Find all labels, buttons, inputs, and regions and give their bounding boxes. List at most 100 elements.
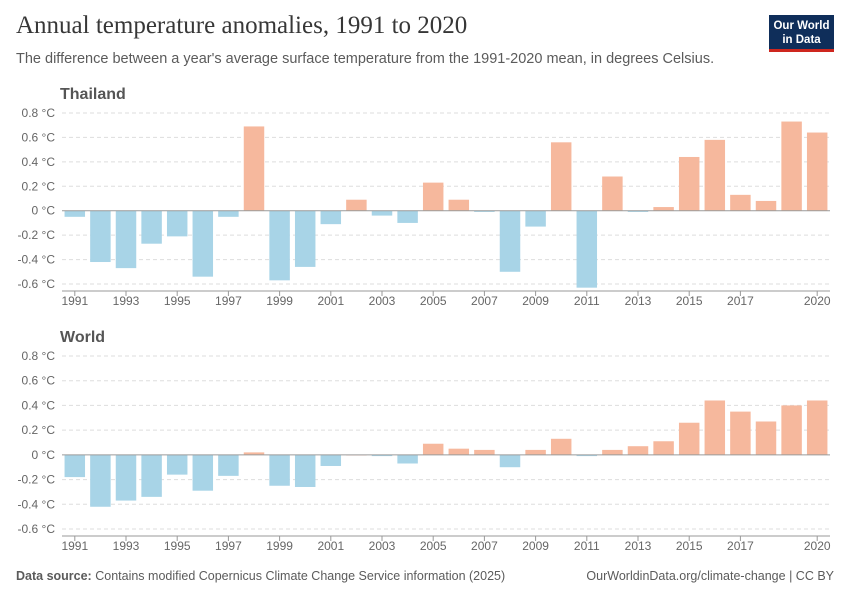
x-tick-label-thailand: 2007 <box>471 294 498 308</box>
x-tick-label-thailand: 2020 <box>804 294 831 308</box>
bar-world-2011 <box>576 454 598 457</box>
bar-world-2008 <box>499 454 521 468</box>
x-tick-label-world: 2011 <box>574 539 600 553</box>
x-tick-label-thailand: 2005 <box>420 294 447 308</box>
bar-thailand-2011 <box>576 210 598 288</box>
owid-logo[interactable]: Our World in Data <box>769 15 834 52</box>
y-tick-label-world: -0.2 °C <box>18 473 56 487</box>
y-tick-label-thailand: -0.4 °C <box>18 253 56 267</box>
x-tick-label-world: 2020 <box>804 539 831 553</box>
bar-thailand-2013 <box>627 210 649 212</box>
x-tick-label-world: 2017 <box>727 539 754 553</box>
bar-thailand-1999 <box>269 210 290 281</box>
bar-thailand-2016 <box>704 139 726 211</box>
bar-world-2014 <box>653 441 674 455</box>
bar-world-2015 <box>678 422 700 455</box>
x-tick-label-world: 2013 <box>625 539 652 553</box>
bar-thailand-2018 <box>755 200 777 211</box>
x-tick-label-thailand: 1991 <box>61 294 88 308</box>
bar-world-2010 <box>550 438 572 455</box>
bar-thailand-1991 <box>64 210 86 217</box>
y-tick-label-world: -0.6 °C <box>18 522 56 536</box>
y-tick-label-thailand: 0.2 °C <box>22 179 56 193</box>
y-tick-label-world: 0.6 °C <box>22 374 56 388</box>
y-tick-label-world: -0.4 °C <box>18 497 56 511</box>
bar-thailand-1995 <box>166 210 188 237</box>
bar-world-1993 <box>115 454 137 501</box>
bar-world-1999 <box>269 454 290 486</box>
bar-thailand-2008 <box>499 210 521 272</box>
y-tick-label-thailand: 0.6 °C <box>22 130 56 144</box>
logo-line-1: Our World <box>773 19 830 32</box>
x-tick-label-world: 2003 <box>369 539 396 553</box>
bar-thailand-2019 <box>781 121 802 211</box>
bar-thailand-2007 <box>474 210 495 212</box>
chart-title: Annual temperature anomalies, 1991 to 20… <box>16 12 468 39</box>
bar-world-2004 <box>397 454 418 464</box>
x-tick-label-thailand: 2013 <box>625 294 652 308</box>
x-tick-label-world: 1993 <box>113 539 140 553</box>
bar-thailand-1992 <box>90 210 111 263</box>
bar-thailand-2012 <box>602 176 623 211</box>
y-tick-label-thailand: -0.6 °C <box>18 277 56 291</box>
bar-thailand-1994 <box>141 210 162 244</box>
bar-thailand-1996 <box>192 210 214 277</box>
x-tick-label-thailand: 2017 <box>727 294 754 308</box>
y-tick-label-thailand: 0 °C <box>32 204 56 218</box>
bar-world-2001 <box>320 454 342 466</box>
bar-world-2006 <box>448 448 470 455</box>
bar-world-2020 <box>806 400 828 455</box>
bar-thailand-1997 <box>218 210 239 217</box>
bar-world-1991 <box>64 454 86 478</box>
panel-title-thailand: Thailand <box>60 86 126 103</box>
x-tick-label-thailand: 2003 <box>369 294 396 308</box>
bar-world-1997 <box>218 454 239 476</box>
x-tick-label-world: 2005 <box>420 539 447 553</box>
x-tick-label-world: 2007 <box>471 539 498 553</box>
logo-line-2: in Data <box>782 33 821 46</box>
bar-world-1996 <box>192 454 214 491</box>
x-tick-label-thailand: 1993 <box>113 294 140 308</box>
footer-link[interactable]: OurWorldinData.org/climate-change <box>586 569 786 583</box>
bar-world-2018 <box>755 421 777 455</box>
bar-thailand-2005 <box>422 182 444 211</box>
x-tick-label-world: 2001 <box>317 539 344 553</box>
x-tick-label-thailand: 1999 <box>266 294 293 308</box>
x-tick-label-thailand: 2011 <box>574 294 600 308</box>
bar-thailand-2009 <box>525 210 546 227</box>
bar-world-2019 <box>781 405 802 455</box>
bar-world-2007 <box>474 449 495 455</box>
x-tick-label-world: 1999 <box>266 539 293 553</box>
footer-license: | CC BY <box>789 569 834 583</box>
x-tick-label-world: 2015 <box>676 539 703 553</box>
bar-world-2012 <box>602 449 623 455</box>
data-source-label: Data source: <box>16 569 92 583</box>
bar-thailand-2003 <box>371 210 393 216</box>
y-tick-label-thailand: 0.8 °C <box>22 106 56 120</box>
y-tick-label-world: 0 °C <box>32 448 56 462</box>
bar-thailand-2006 <box>448 199 470 211</box>
bar-world-1994 <box>141 454 162 497</box>
x-tick-label-world: 2009 <box>522 539 549 553</box>
x-tick-label-thailand: 2001 <box>317 294 344 308</box>
bar-world-2017 <box>730 411 751 455</box>
bar-thailand-1998 <box>243 126 265 211</box>
x-tick-label-world: 1995 <box>164 539 191 553</box>
bar-thailand-2017 <box>730 194 751 211</box>
bar-thailand-2002 <box>346 199 367 211</box>
x-tick-label-thailand: 1997 <box>215 294 242 308</box>
x-tick-label-world: 1991 <box>61 539 88 553</box>
y-tick-label-world: 0.2 °C <box>22 423 56 437</box>
bar-thailand-1993 <box>115 210 137 269</box>
charts-canvas: Thailand -0.6 °C -0.4 °C -0.2 °C 0 °C 0.2 °C 0… <box>18 86 831 553</box>
y-tick-label-thailand: -0.2 °C <box>18 228 56 242</box>
bar-world-1992 <box>90 454 111 507</box>
bar-world-2005 <box>422 443 444 455</box>
x-tick-label-thailand: 2009 <box>522 294 549 308</box>
bar-world-2003 <box>371 454 393 457</box>
bar-thailand-2004 <box>397 210 418 223</box>
y-tick-label-world: 0.4 °C <box>22 398 56 412</box>
x-tick-label-world: 1997 <box>215 539 242 553</box>
x-tick-label-thailand: 2015 <box>676 294 703 308</box>
bar-world-2013 <box>627 446 649 455</box>
